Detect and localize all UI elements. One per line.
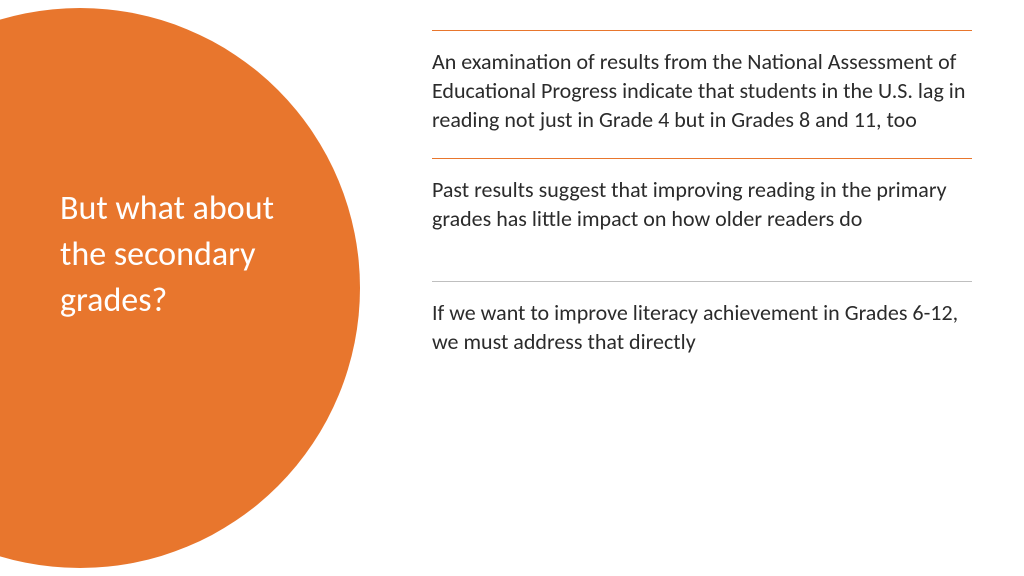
content-area: An examination of results from the Natio…: [432, 30, 972, 372]
slide: But what about the secondary grades? An …: [0, 0, 1024, 576]
content-block: Past results suggest that improving read…: [432, 158, 972, 281]
content-text: An examination of results from the Natio…: [432, 47, 972, 134]
slide-title: But what about the secondary grades?: [60, 186, 280, 324]
content-text: If we want to improve literacy achieveme…: [432, 298, 972, 356]
content-block: If we want to improve literacy achieveme…: [432, 281, 972, 372]
content-text: Past results suggest that improving read…: [432, 175, 972, 233]
content-block: An examination of results from the Natio…: [432, 30, 972, 158]
